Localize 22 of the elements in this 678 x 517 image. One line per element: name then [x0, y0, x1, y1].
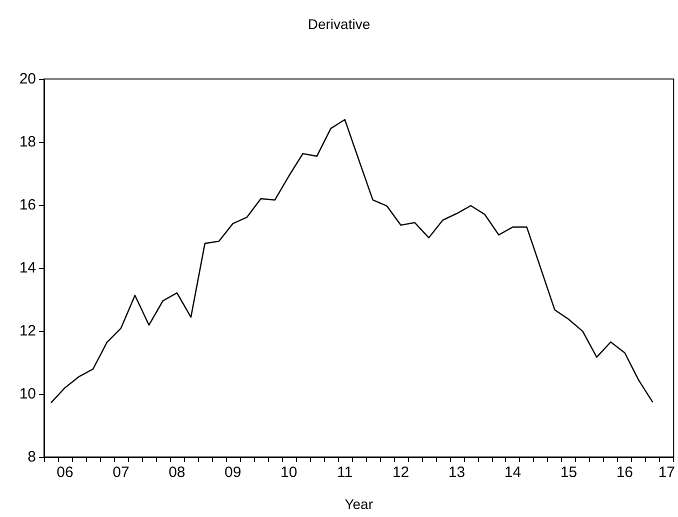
x-tick-label: 17: [658, 464, 676, 481]
chart-title: Derivative: [308, 16, 370, 32]
y-tick-label: 16: [19, 196, 36, 214]
y-tick-label: 12: [19, 322, 36, 340]
x-tick-label: 10: [280, 464, 298, 481]
x-tick-label: 09: [224, 464, 242, 481]
y-tick-label: 18: [19, 134, 36, 150]
y-tick-label: 14: [19, 260, 36, 276]
y-tick-label: 8: [28, 448, 36, 466]
x-tick-label: 16: [616, 464, 634, 481]
x-tick-label: 08: [168, 464, 186, 481]
y-tick-label: 10: [19, 386, 36, 402]
x-tick-label: 12: [392, 464, 410, 481]
x-tick-label: 13: [448, 464, 466, 481]
x-tick-label: 07: [112, 464, 130, 481]
x-tick-label: 15: [560, 464, 578, 481]
line-series: [50, 118, 654, 404]
x-tick-label: 14: [504, 464, 522, 481]
x-tick-label: 06: [56, 464, 74, 481]
y-tick-label: 20: [19, 70, 36, 88]
x-tick-label: 11: [337, 464, 353, 481]
x-axis-title: Year: [344, 496, 374, 512]
